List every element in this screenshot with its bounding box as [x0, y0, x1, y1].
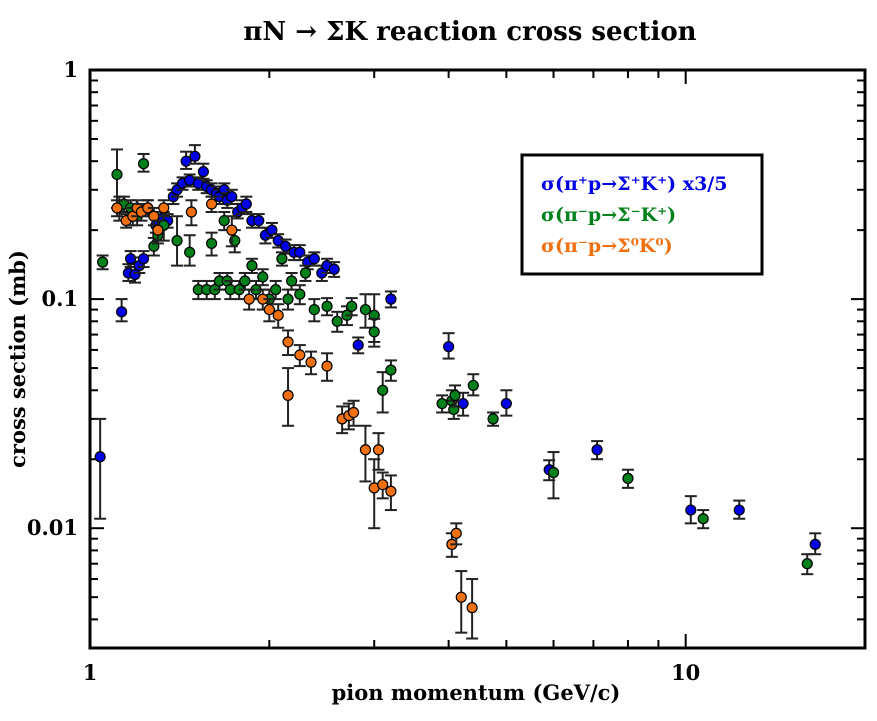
y-tick-label: 0.01: [27, 515, 78, 540]
data-point: [321, 360, 333, 372]
data-point: [197, 166, 209, 178]
data-point: [697, 513, 709, 525]
data-point: [205, 198, 218, 210]
data-point: [368, 326, 380, 338]
data-point: [308, 253, 320, 265]
data-point: [111, 202, 123, 214]
data-point: [180, 155, 192, 167]
data-point: [359, 303, 372, 316]
data-point: [372, 444, 385, 456]
data-point: [257, 271, 269, 283]
data-point: [500, 397, 512, 410]
data-point: [218, 215, 230, 227]
axis-ticks: [89, 69, 866, 649]
data-point: [239, 275, 251, 287]
data-point: [377, 384, 389, 396]
data-point: [385, 364, 397, 376]
legend-entry-sigma-plus: σ(π⁺p→Σ⁺K⁺) x3/5: [541, 173, 727, 195]
data-point: [299, 267, 312, 279]
data-point: [443, 341, 455, 353]
series-2: [110, 195, 479, 640]
data-point: [226, 191, 238, 203]
data-point: [809, 538, 821, 550]
data-point: [282, 389, 294, 401]
data-point: [450, 527, 462, 539]
legend-entry-sigma-zero: σ(π⁻p→Σ⁰K⁰): [541, 235, 673, 257]
legend-box: [520, 153, 764, 276]
data-point: [158, 202, 170, 214]
data-point: [116, 306, 128, 318]
data-point: [286, 275, 298, 287]
data-point: [137, 253, 150, 265]
data-point: [449, 389, 461, 401]
data-point: [436, 397, 448, 410]
data-point: [240, 198, 252, 210]
legend: σ(π⁺p→Σ⁺K⁺) x3/5 σ(π⁻p→Σ⁻K⁺) σ(π⁻p→Σ⁰K⁰): [520, 153, 764, 276]
legend-entry-sigma-minus: σ(π⁻p→Σ⁻K⁺): [541, 204, 676, 226]
data-point: [622, 472, 634, 484]
data-point: [455, 591, 467, 603]
data-point: [94, 451, 106, 463]
data-point: [266, 224, 278, 236]
axis-tick-labels: 1 10 1 0.1 0.01: [27, 57, 700, 685]
data-point: [125, 253, 137, 265]
data-point: [591, 444, 603, 456]
data-point: [246, 260, 258, 272]
data-point: [184, 246, 196, 258]
data-point: [263, 303, 275, 316]
data-point: [243, 293, 255, 305]
data-point: [272, 235, 284, 247]
data-point: [294, 349, 306, 361]
data-point: [346, 300, 358, 312]
data-point: [547, 466, 560, 479]
data-point: [801, 558, 813, 570]
data-point: [467, 379, 479, 392]
data-point: [331, 315, 343, 327]
data-point: [152, 224, 164, 236]
data-point: [308, 303, 320, 316]
data-point: [321, 300, 333, 312]
y-tick-label: 1: [63, 57, 78, 82]
x-tick-label: 10: [671, 660, 700, 685]
data-point: [276, 253, 288, 265]
plot-frame: [88, 68, 867, 650]
data-point: [385, 293, 397, 305]
y-tick-label: 0.1: [41, 286, 78, 311]
data-point: [328, 263, 340, 275]
data-point: [377, 479, 389, 491]
data-points: [94, 144, 822, 640]
data-point: [347, 406, 360, 419]
chart-title: πN → ΣK reaction cross section: [243, 17, 696, 47]
data-point: [487, 413, 499, 425]
data-point: [359, 444, 372, 456]
data-point: [185, 206, 198, 218]
data-point: [282, 293, 294, 305]
data-point: [189, 150, 201, 162]
data-point: [111, 168, 123, 181]
data-point: [685, 504, 697, 516]
data-point: [226, 224, 238, 236]
data-point: [97, 256, 109, 268]
y-axis-label: cross section (mb): [5, 250, 30, 468]
x-axis-label: pion momentum (GeV/c): [332, 680, 621, 705]
data-point: [282, 336, 294, 348]
data-point: [294, 288, 306, 300]
data-point: [280, 240, 292, 252]
data-point: [205, 237, 218, 250]
data-point: [733, 504, 745, 516]
data-point: [385, 485, 397, 497]
data-point: [137, 158, 150, 170]
data-point: [171, 235, 183, 247]
data-point: [466, 602, 478, 614]
data-point: [305, 356, 317, 368]
data-point: [253, 215, 265, 227]
data-point: [352, 339, 364, 351]
data-point: [270, 284, 282, 296]
data-point: [272, 309, 284, 321]
error-bar: [94, 417, 107, 520]
x-tick-label: 1: [83, 660, 98, 685]
